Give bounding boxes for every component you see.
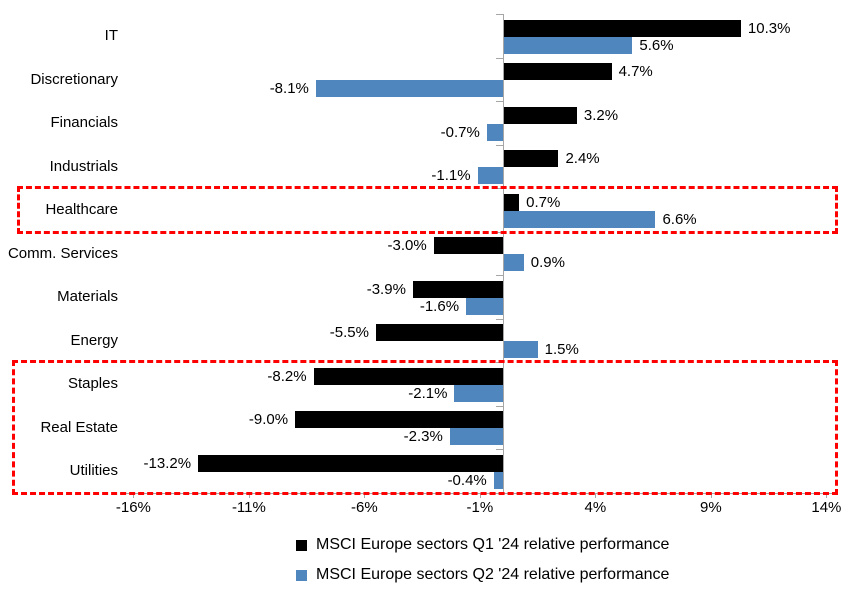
value-axis-tick [595, 493, 597, 498]
data-label: -2.1% [408, 384, 448, 402]
category-axis [503, 14, 504, 493]
data-label: -0.4% [447, 471, 487, 489]
data-bar [412, 280, 503, 298]
category-axis-tick [496, 318, 503, 320]
data-bar [503, 254, 524, 272]
data-bar [493, 471, 503, 489]
data-bar [375, 324, 503, 342]
data-bar [503, 106, 577, 124]
value-axis-tick [364, 493, 366, 498]
category-label: Industrials [49, 157, 118, 175]
data-label: 4.7% [618, 63, 653, 81]
data-label: -3.9% [366, 280, 406, 298]
value-axis-tick [710, 493, 712, 498]
x-axis-tick-label: -16% [115, 499, 151, 516]
category-axis-tick [496, 275, 503, 277]
data-label: 5.6% [639, 36, 674, 54]
x-axis-tick-label: -6% [351, 499, 378, 516]
legend-label-q2: MSCI Europe sectors Q2 '24 relative perf… [316, 566, 670, 583]
x-axis-tick-label: -1% [466, 499, 494, 516]
data-bar [503, 63, 612, 81]
category-label: Utilities [69, 462, 118, 480]
value-axis-tick [479, 493, 481, 498]
data-label: 0.9% [530, 254, 565, 272]
data-label: -0.7% [440, 123, 480, 141]
data-label: -13.2% [143, 454, 192, 472]
data-label: -5.5% [329, 324, 369, 342]
healthcare-highlight [17, 186, 838, 234]
x-axis-tick-label: 4% [584, 499, 607, 516]
data-bar [433, 237, 503, 255]
category-axis-tick [496, 144, 503, 146]
data-bar [503, 36, 633, 54]
data-bar [503, 210, 656, 228]
data-label: -1.1% [431, 167, 471, 185]
data-bar [503, 150, 559, 168]
category-label: Energy [70, 331, 118, 349]
q2-series-swatch-icon [296, 569, 307, 581]
data-bar [313, 367, 503, 385]
data-bar [477, 167, 503, 185]
data-bar [295, 411, 503, 429]
data-label: 3.2% [583, 106, 619, 124]
category-label: Healthcare [45, 201, 118, 219]
x-axis-tick-label: -11% [231, 499, 266, 516]
category-axis-tick [496, 57, 503, 59]
data-label: 6.6% [662, 210, 697, 228]
data-label: -2.3% [403, 428, 443, 446]
legend-item-q1: MSCI Europe sectors Q1 '24 relative perf… [296, 536, 669, 554]
category-axis-tick [496, 101, 503, 103]
data-bar [449, 428, 503, 446]
data-bar [315, 80, 503, 98]
data-label: -1.6% [419, 297, 460, 315]
category-label: Staples [67, 375, 118, 393]
category-label: Materials [57, 288, 118, 306]
category-axis-tick [496, 362, 503, 364]
data-label: 2.4% [565, 150, 600, 168]
data-bar [486, 123, 503, 141]
data-bar [503, 341, 538, 359]
category-label: IT [104, 27, 118, 44]
data-label: 1.5% [544, 341, 579, 359]
data-bar [198, 454, 503, 472]
category-axis-tick [496, 405, 503, 407]
category-axis-tick [496, 231, 503, 233]
legend-item-q2: MSCI Europe sectors Q2 '24 relative perf… [296, 566, 669, 584]
data-label: 10.3% [747, 19, 791, 37]
legend: MSCI Europe sectors Q1 '24 relative perf… [296, 536, 669, 596]
category-label: Comm. Services [7, 244, 118, 262]
legend-label-q1: MSCI Europe sectors Q1 '24 relative perf… [316, 536, 670, 553]
category-label: Discretionary [30, 70, 118, 88]
data-label: -3.0% [387, 237, 427, 255]
q1-series-swatch-icon [296, 539, 307, 551]
data-label: -8.1% [269, 80, 309, 98]
data-bar [503, 19, 741, 37]
data-bar [466, 297, 503, 315]
value-axis-tick [133, 493, 135, 498]
value-axis-tick [826, 493, 828, 498]
category-axis-tick [496, 188, 503, 190]
data-label: 0.7% [526, 193, 561, 211]
data-label: -9.0% [248, 411, 289, 429]
data-bar [454, 384, 503, 402]
category-axis-tick [496, 449, 503, 451]
x-axis-tick-label: 9% [700, 499, 722, 516]
data-bar [503, 193, 520, 211]
x-axis-tick-label: 14% [811, 499, 842, 516]
category-label: Financials [50, 114, 118, 132]
category-label: Real Estate [40, 418, 118, 436]
value-axis-tick [248, 493, 250, 498]
category-axis-tick [496, 14, 503, 15]
data-label: -8.2% [267, 367, 307, 385]
